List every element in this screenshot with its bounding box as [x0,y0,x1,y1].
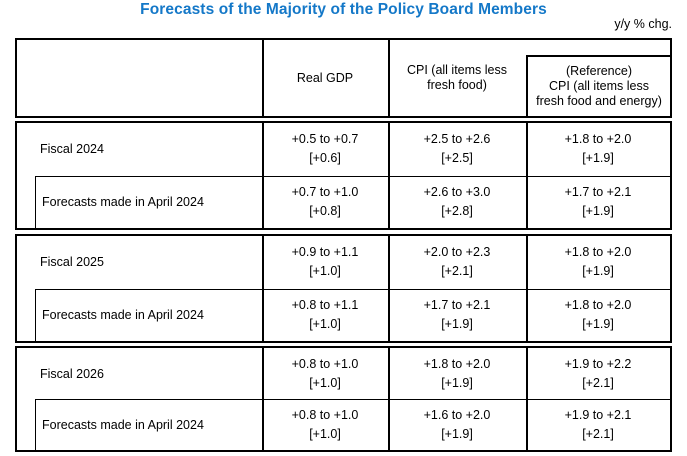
real-gdp-cell: +0.8 to +1.0 [+1.0] [262,348,388,399]
real-gdp-cell: +0.8 to +1.1 [+1.0] [262,289,388,342]
real-gdp-cell: +0.8 to +1.0 [+1.0] [262,399,388,450]
forecast-range: +2.6 to +3.0 [423,184,491,199]
median-forecast: [+1.9] [441,426,473,441]
cpi-ex-energy-cell: +1.9 to +2.2 [+2.1] [526,348,670,399]
column-divider [388,40,390,116]
forecast-range: +0.7 to +1.0 [291,184,359,199]
forecast-range: +0.8 to +1.1 [291,297,359,312]
forecast-range: +2.0 to +2.3 [423,245,491,260]
forecast-range: +0.8 to +1.0 [291,356,359,371]
cpi-ex-energy-cell: +1.9 to +2.1 [+2.1] [526,399,670,450]
row-label-text: Forecasts made in April 2024 [42,417,204,432]
real-gdp-cell: +0.5 to +0.7 [+0.6] [262,123,388,176]
median-forecast: [+1.0] [309,316,341,331]
row-label-fiscal-year: Fiscal 2024 [17,123,262,176]
forecast-range: +2.5 to +2.6 [423,132,491,147]
forecast-range: +1.8 to +2.0 [564,245,632,260]
forecast-range: +1.9 to +2.1 [564,407,632,422]
header-cell-cpi-ex-energy: (Reference) CPI (all items less fresh fo… [526,55,670,116]
section-fiscal-2024: Fiscal 2024 +0.5 to +0.7 [+0.6] +2.5 to … [15,121,672,230]
cpi-cell: +2.5 to +2.6 [+2.5] [388,123,526,176]
row-label-fiscal-year: Fiscal 2026 [17,348,262,399]
median-forecast: [+1.9] [582,151,614,166]
forecast-range: +0.9 to +1.1 [291,245,359,260]
row-label-text: Fiscal 2025 [40,255,104,270]
section-fiscal-2026: Fiscal 2026 +0.8 to +1.0 [+1.0] +1.8 to … [15,346,672,452]
forecast-range: +1.8 to +2.0 [423,356,491,371]
row-label-text: Fiscal 2024 [40,142,104,157]
forecast-range: +1.9 to +2.2 [564,356,632,371]
cpi-ex-energy-cell: +1.8 to +2.0 [+1.9] [526,123,670,176]
cpi-cell: +2.6 to +3.0 [+2.8] [388,176,526,229]
header-cell-cpi: CPI (all items less fresh food) [406,63,508,92]
row-label-text: Forecasts made in April 2024 [42,307,204,322]
forecast-range: +1.7 to +2.1 [423,297,491,312]
median-forecast: [+1.9] [582,203,614,218]
forecast-range: +0.8 to +1.0 [291,407,359,422]
table-header: Real GDP CPI (all items less fresh food)… [15,38,672,118]
median-forecast: [+2.8] [441,203,473,218]
cpi-cell: +1.8 to +2.0 [+1.9] [388,348,526,399]
forecast-range: +1.6 to +2.0 [423,407,491,422]
row-label-april-forecast: Forecasts made in April 2024 [17,176,262,229]
table-title: Forecasts of the Majority of the Policy … [140,1,547,18]
column-divider [262,40,264,116]
median-forecast: [+1.0] [309,375,341,390]
cpi-ex-energy-cell: +1.7 to +2.1 [+1.9] [526,176,670,229]
row-label-text: Fiscal 2026 [40,366,104,381]
median-forecast: [+1.0] [309,426,341,441]
median-forecast: [+0.8] [309,203,341,218]
forecast-range: +1.7 to +2.1 [564,184,632,199]
median-forecast: [+0.6] [309,151,341,166]
row-label-april-forecast: Forecasts made in April 2024 [17,399,262,450]
row-label-april-forecast: Forecasts made in April 2024 [17,289,262,342]
forecast-range: +1.8 to +2.0 [564,297,632,312]
median-forecast: [+2.1] [582,426,614,441]
indent-line [35,288,36,341]
median-forecast: [+1.0] [309,264,341,279]
real-gdp-cell: +0.9 to +1.1 [+1.0] [262,236,388,289]
section-fiscal-2025: Fiscal 2025 +0.9 to +1.1 [+1.0] +2.0 to … [15,234,672,343]
header-cell-real-gdp: Real GDP [296,70,354,85]
row-divider [35,175,670,177]
row-divider [35,399,670,400]
cpi-ex-energy-cell: +1.8 to +2.0 [+1.9] [526,289,670,342]
row-divider [35,288,670,290]
unit-note: y/y % chg. [614,17,672,31]
median-forecast: [+2.5] [441,151,473,166]
row-label-fiscal-year: Fiscal 2025 [17,236,262,289]
real-gdp-cell: +0.7 to +1.0 [+0.8] [262,176,388,229]
cpi-cell: +1.7 to +2.1 [+1.9] [388,289,526,342]
median-forecast: [+1.9] [441,316,473,331]
indent-line [35,399,36,450]
cpi-ex-energy-cell: +1.8 to +2.0 [+1.9] [526,236,670,289]
forecast-range: +1.8 to +2.0 [564,132,632,147]
indent-line [35,175,36,228]
cpi-cell: +1.6 to +2.0 [+1.9] [388,399,526,450]
median-forecast: [+2.1] [582,375,614,390]
median-forecast: [+1.9] [582,264,614,279]
cpi-cell: +2.0 to +2.3 [+2.1] [388,236,526,289]
median-forecast: [+2.1] [441,264,473,279]
median-forecast: [+1.9] [441,375,473,390]
row-label-text: Forecasts made in April 2024 [42,194,204,209]
median-forecast: [+1.9] [582,316,614,331]
forecast-range: +0.5 to +0.7 [291,132,359,147]
